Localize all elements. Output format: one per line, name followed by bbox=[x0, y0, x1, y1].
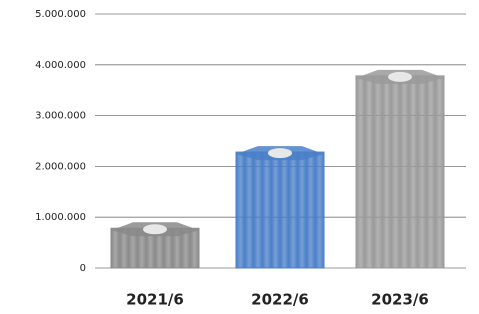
bar-core bbox=[388, 72, 412, 82]
y-tick-label: 2.000.000 bbox=[35, 161, 86, 172]
bar-core bbox=[268, 148, 292, 158]
bar-core bbox=[143, 224, 167, 234]
bar bbox=[356, 76, 444, 268]
x-tick-label: 2023/6 bbox=[371, 291, 429, 309]
chart: 0 1.000.000 2.000.000 3.000.000 4.000.000 5.0… bbox=[0, 0, 479, 314]
y-tick-label: 1.000.000 bbox=[35, 212, 86, 223]
bar bbox=[236, 152, 324, 268]
x-tick-label: 2021/6 bbox=[126, 291, 184, 309]
y-tick-label: 0 bbox=[80, 263, 86, 274]
x-tick-label: 2022/6 bbox=[251, 291, 309, 309]
y-tick-label: 5.000.000 bbox=[35, 9, 86, 20]
y-tick-label: 4.000.000 bbox=[35, 60, 86, 71]
y-tick-label: 3.000.000 bbox=[35, 111, 86, 122]
